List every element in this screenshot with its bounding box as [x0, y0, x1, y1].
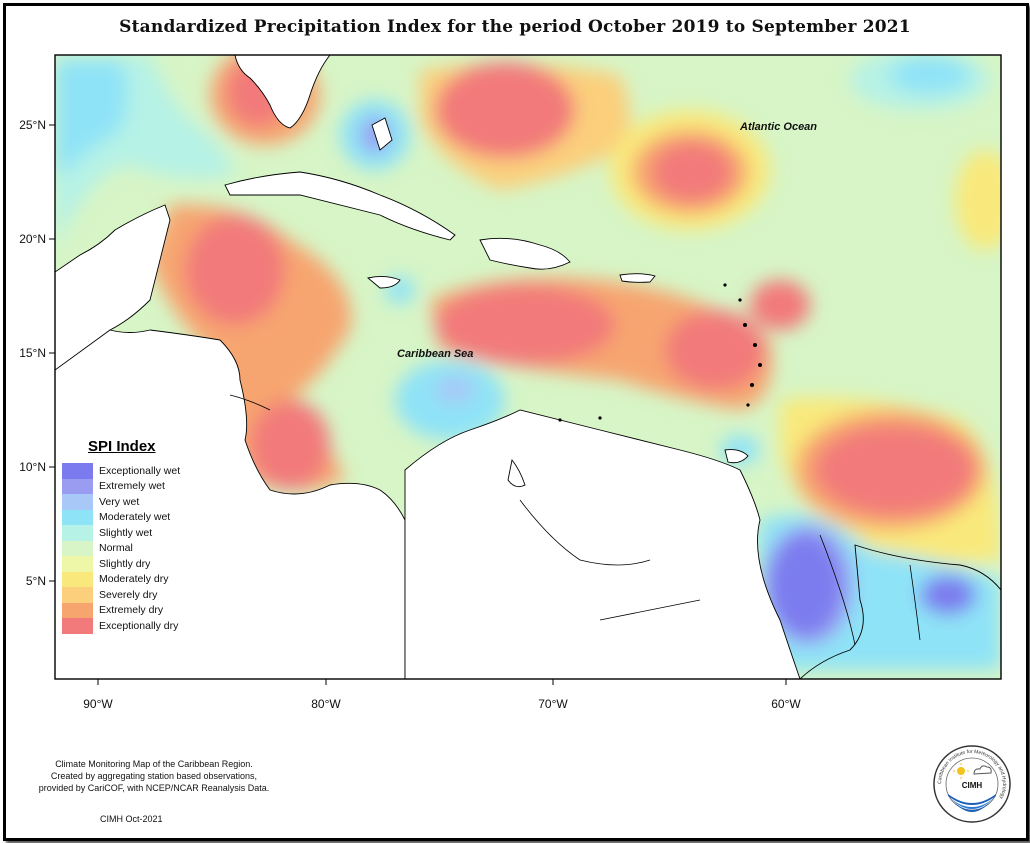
legend-item: Slightly dry: [62, 556, 202, 572]
legend-label: Slightly wet: [99, 526, 153, 539]
lake-maracaibo: [507, 458, 526, 488]
bahamas: [371, 117, 393, 151]
legend-label: Very wet: [99, 495, 140, 508]
legend-swatch: [62, 602, 93, 618]
legend-item: Exceptionally wet: [62, 463, 202, 479]
lat-tick-label: 10°N: [19, 460, 46, 474]
legend-label: Extremely wet: [99, 480, 165, 493]
legend-item: Normal: [62, 540, 202, 556]
legend-swatch: [62, 540, 93, 556]
legend: SPI Index Exceptionally wet Extremely wet…: [62, 438, 202, 634]
legend-items: Exceptionally wet Extremely wet Very wet Mo…: [62, 463, 202, 634]
credits-line-2: Created by aggregating station based obs…: [50, 771, 258, 781]
cloud-icon: [973, 765, 992, 775]
legend-label: Extremely dry: [99, 604, 164, 617]
boundaries: [229, 394, 921, 646]
map-border: [54, 54, 1002, 680]
credits: Climate Monitoring Map of the Caribbean …: [24, 758, 284, 794]
sun-icon: [953, 763, 969, 779]
legend-swatch: [62, 463, 93, 479]
legend-item: Exceptionally dry: [62, 618, 202, 634]
legend-label: Moderately wet: [99, 511, 171, 524]
legend-swatch: [62, 478, 93, 494]
credits-line-3: provided by CariCOF, with NCEP/NCAR Rean…: [38, 783, 270, 793]
legend-label: Moderately dry: [99, 573, 169, 586]
legend-label: Slightly dry: [99, 557, 151, 570]
legend-label: Normal: [99, 542, 133, 555]
water-waves-icon: [948, 794, 996, 812]
lesser-antilles: [558, 283, 762, 422]
caribbean-sea-label: Caribbean Sea: [397, 348, 473, 360]
legend-title: SPI Index: [88, 438, 156, 455]
lon-tick-label: 60°W: [771, 697, 801, 711]
legend-swatch: [62, 618, 93, 634]
legend-item: Extremely wet: [62, 478, 202, 494]
logo-text: CIMH: [962, 781, 983, 790]
legend-item: Very wet: [62, 494, 202, 510]
guianas-border: [799, 544, 1001, 679]
map-title: Standardized Precipitation Index for the…: [119, 17, 911, 37]
florida: [234, 55, 331, 129]
spi-field: [55, 55, 1001, 679]
south-america: [404, 409, 801, 679]
longitude-ticks: 90°W 80°W 70°W 60°W: [83, 679, 801, 711]
puerto-rico: [619, 273, 656, 283]
legend-item: Severely dry: [62, 587, 202, 603]
legend-item: Moderately dry: [62, 571, 202, 587]
lon-tick-label: 70°W: [538, 697, 568, 711]
legend-item: Slightly wet: [62, 525, 202, 541]
legend-item: Moderately wet: [62, 509, 202, 525]
latitude-ticks: 25°N 20°N 15°N 10°N 5°N: [19, 118, 55, 588]
legend-swatch: [62, 556, 93, 572]
legend-swatch: [62, 571, 93, 587]
land-masses: [55, 55, 1001, 679]
legend-label: Exceptionally dry: [99, 619, 179, 632]
cimh-logo: Caribbean Institute for Meteorology and …: [933, 745, 1011, 823]
lat-tick-label: 20°N: [19, 232, 46, 246]
legend-swatch: [62, 509, 93, 525]
atlantic-ocean-label: Atlantic Ocean: [739, 121, 817, 133]
central-america: [55, 329, 406, 679]
cuba: [224, 171, 456, 241]
legend-swatch: [62, 525, 93, 541]
legend-label: Severely dry: [99, 588, 158, 601]
legend-swatch: [62, 587, 93, 603]
legend-label: Exceptionally wet: [99, 464, 181, 477]
lat-tick-label: 5°N: [26, 574, 46, 588]
lon-tick-label: 80°W: [311, 697, 341, 711]
lat-tick-label: 25°N: [19, 118, 46, 132]
lon-tick-label: 90°W: [83, 697, 113, 711]
mexico-yucatan: [55, 204, 171, 371]
cimh-date-stamp: CIMH Oct-2021: [100, 814, 163, 824]
trinidad: [724, 449, 749, 464]
credits-line-1: Climate Monitoring Map of the Caribbean …: [55, 759, 253, 769]
hispaniola: [479, 237, 571, 270]
jamaica: [367, 275, 401, 289]
lat-tick-label: 15°N: [19, 346, 46, 360]
legend-swatch: [62, 494, 93, 510]
legend-item: Extremely dry: [62, 602, 202, 618]
